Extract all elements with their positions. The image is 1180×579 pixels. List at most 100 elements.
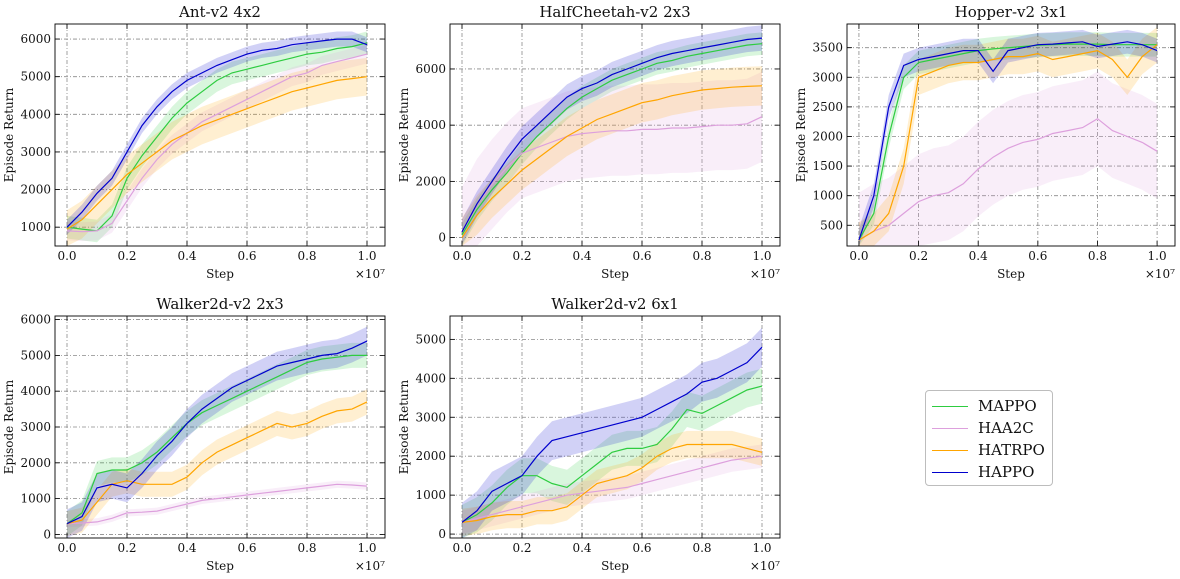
x-tick-label: 1.0 [1148, 249, 1167, 263]
y-tick-label: 5000 [415, 332, 446, 346]
series-line-haa2c [858, 117, 1158, 241]
x-tick-label: 0.8 [692, 249, 711, 263]
subplot-title: Hopper-v2 3x1 [955, 3, 1068, 21]
y-tick-label: 4000 [415, 118, 446, 132]
y-tick-label: 1000 [812, 189, 843, 203]
x-tick-label: 0.6 [632, 541, 651, 555]
series-band-haa2c [462, 71, 762, 246]
plot-area [66, 31, 368, 246]
axes-frame [54, 23, 386, 247]
x-tick-label: 0.2 [909, 249, 928, 263]
series-band-hatrpo [462, 66, 762, 246]
x-tick-label: 0.2 [512, 541, 531, 555]
series-band-hatrpo [67, 57, 367, 246]
y-tick-label: 5000 [20, 70, 51, 84]
x-tick-label: 1.0 [357, 249, 376, 263]
x-tick-label: 0.0 [57, 249, 76, 263]
series-band-mappo [67, 342, 367, 537]
x-axis-label: Step [206, 559, 234, 573]
x-tick-label: 0.8 [297, 249, 316, 263]
y-tick-label: 5000 [20, 348, 51, 362]
y-tick-label: 3000 [415, 410, 446, 424]
x-tick-label: 0.4 [572, 249, 591, 263]
y-tick-label: 1500 [812, 159, 843, 173]
y-tick-label: 6000 [20, 313, 51, 327]
subplot-title: Walker2d-v2 2x3 [156, 295, 284, 313]
x-tick-label: 1.0 [357, 541, 376, 555]
legend-label: HAPPO [978, 463, 1035, 481]
x-axis-label: Step [206, 267, 234, 281]
y-tick-label: 3000 [812, 70, 843, 84]
x-tick-label: 1.0 [752, 249, 771, 263]
x-tick-label: 0.2 [512, 249, 531, 263]
x-tick-label: 0.8 [692, 541, 711, 555]
legend-label: HAA2C [978, 419, 1034, 437]
x-tick-label: 0.2 [117, 541, 136, 555]
y-tick-label: 4000 [20, 107, 51, 121]
y-tick-label: 0 [438, 231, 446, 245]
subplot-title: Walker2d-v2 6x1 [551, 295, 679, 313]
y-tick-label: 2000 [20, 456, 51, 470]
series-band-happo [67, 31, 367, 235]
legend-label: HATRPO [978, 441, 1045, 459]
x-tick-label: 0.0 [57, 541, 76, 555]
series-band-hatrpo [858, 27, 1158, 246]
subplot: 0.0 0.2 0.4 0.6 0.8 1.0 0 1000 2000 3000 4000 5000 6… [2, 295, 386, 573]
subplot-title: HalfCheetah-v2 2x3 [539, 3, 690, 21]
axes-frame [449, 315, 781, 539]
series-line-haa2c [461, 455, 763, 523]
x-tick-label: 0.6 [237, 541, 256, 555]
y-tick-label: 3500 [812, 41, 843, 55]
series-line-happo [858, 41, 1158, 241]
axes-frame [449, 23, 781, 247]
series-line-hatrpo [66, 401, 368, 525]
y-tick-label: 2500 [812, 100, 843, 114]
x-axis-label: Step [601, 559, 629, 573]
x-tick-label: 0.6 [237, 249, 256, 263]
y-tick-label: 6000 [20, 32, 51, 46]
series-line-happo [66, 340, 368, 525]
series-line-hatrpo [858, 44, 1158, 241]
legend-item-mappo: MAPPO [932, 395, 1046, 417]
x-axis-label: Step [601, 267, 629, 281]
subplot-title: Ant-v2 4x2 [178, 3, 261, 21]
x-tick-label: 0.2 [117, 249, 136, 263]
y-tick-label: 500 [820, 218, 843, 232]
y-tick-label: 2000 [415, 174, 446, 188]
x-tick-label: 0.0 [849, 249, 868, 263]
axes-frame [846, 23, 1176, 247]
x-axis-multiplier: ×10⁷ [355, 267, 385, 281]
series-band-haa2c [67, 480, 367, 528]
y-tick-label: 2000 [415, 449, 446, 463]
series-band-happo [67, 326, 367, 538]
legend-item-hatrpo: HATRPO [932, 439, 1046, 461]
legend-item-happo: HAPPO [932, 461, 1046, 483]
y-axis-label: Episode Return [2, 88, 16, 183]
plot-area [66, 326, 368, 538]
x-tick-label: 0.4 [177, 541, 196, 555]
plot-area [858, 27, 1158, 246]
legend-swatch [932, 471, 968, 473]
subplot: 0.0 0.2 0.4 0.6 0.8 1.0 0 2000 4000 6000 HalfCheet… [397, 3, 781, 281]
legend-swatch [932, 449, 968, 451]
subplot: 0.0 0.2 0.4 0.6 0.8 1.0 500 1000 1500 2000 2500 300… [794, 3, 1176, 281]
y-tick-label: 1000 [415, 488, 446, 502]
series-band-happo [462, 327, 762, 538]
series-line-mappo [66, 354, 367, 525]
series-line-mappo [66, 42, 368, 232]
subplot: 0.0 0.2 0.4 0.6 0.8 1.0 1000 2000 3000 4000 5000 60… [2, 3, 386, 281]
y-tick-label: 1000 [20, 220, 51, 234]
legend-swatch [932, 427, 968, 429]
legend-item-haa2c: HAA2C [932, 417, 1046, 439]
series-band-haa2c [858, 71, 1158, 246]
x-axis-multiplier: ×10⁷ [750, 267, 780, 281]
series-band-hatrpo [462, 430, 762, 537]
series-line-happo [66, 38, 368, 228]
y-axis-label: Episode Return [2, 380, 16, 475]
subplot: 0.0 0.2 0.4 0.6 0.8 1.0 0 1000 2000 3000 4000 5000 W… [397, 295, 781, 573]
x-tick-label: 0.6 [632, 249, 651, 263]
series-line-mappo [461, 385, 763, 523]
series-line-haa2c [66, 53, 368, 233]
y-tick-label: 0 [43, 527, 51, 541]
y-axis-label: Episode Return [397, 380, 411, 475]
